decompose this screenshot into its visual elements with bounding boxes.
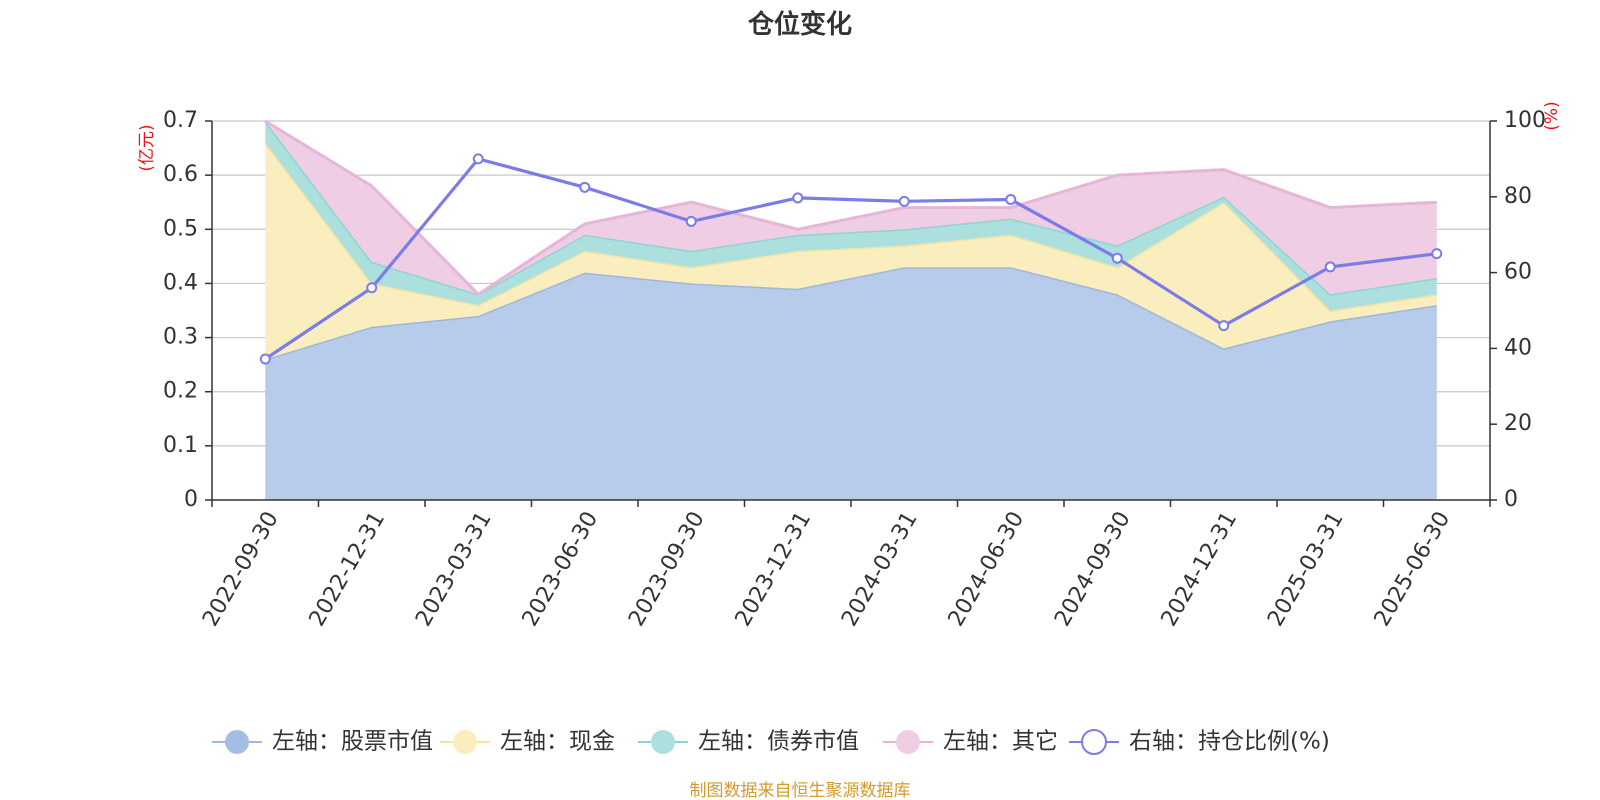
area-series-2 [265,142,1437,360]
legend-swatch-dot [1081,729,1107,755]
legend-swatch-dot [453,730,477,754]
legend-swatch-dot [225,730,249,754]
data-source-note: 制图数据来自恒生聚源数据库 [690,781,911,800]
stacked-areas [264,119,1438,500]
right-tick-label: 0 [1504,487,1518,512]
legend-swatch-dot [896,730,920,754]
left-tick-label: 0 [184,487,198,512]
area-series-3 [265,121,1437,311]
chart-title: 仓位变化 [747,9,852,40]
right-tick-label: 60 [1504,260,1532,285]
left-tick-label: 0.2 [163,379,198,404]
left-tick-label: 0.3 [163,325,198,350]
x-tick-label: 2023-09-30 [624,508,710,631]
right-tick-label: 40 [1504,335,1532,360]
legend-swatch-dot [651,730,675,754]
line-series-path [264,157,1437,361]
legend-item-1[interactable]: 左轴：股票市值 [212,729,433,755]
legend-label: 左轴：债券市值 [698,729,859,755]
line-point[interactable] [1218,320,1230,332]
legend-label: 左轴：其它 [943,729,1058,755]
area-series-4 [265,121,1437,295]
area-series-1 [265,267,1437,500]
left-tick-label: 0.6 [163,162,198,187]
line-point[interactable] [898,195,910,207]
x-tick-label: 2024-03-31 [837,508,923,631]
line-point[interactable] [1111,252,1123,264]
legend-label: 左轴：现金 [500,729,615,755]
right-tick-label: 20 [1504,411,1532,436]
x-axis-ticks: 2022-09-30 2022-12-31 2023-03-31 2023-06-30… [198,500,1491,631]
x-tick-label: 2023-06-30 [518,508,604,631]
right-tick-label: 100 [1504,108,1546,133]
right-axis-unit: (%) [1542,101,1562,130]
line-point[interactable] [259,353,271,365]
holding-ratio-line [259,153,1443,365]
left-tick-label: 0.4 [163,270,198,295]
x-tick-label: 2024-06-30 [944,508,1030,631]
right-tick-label: 80 [1504,184,1532,209]
x-tick-label: 2025-03-31 [1263,508,1349,631]
left-axis-ticks: 0 0.1 0.2 0.3 0.4 0.5 0.6 0.7 [163,108,212,512]
legend-item-2[interactable]: 左轴：现金 [440,729,615,755]
legend[interactable]: 左轴：股票市值 左轴：现金 左轴：债券市值 左轴：其它 右轴：持仓比例(%) [212,729,1330,755]
line-point[interactable] [685,215,697,227]
line-point[interactable] [1431,248,1443,260]
legend-item-3[interactable]: 左轴：债券市值 [638,729,859,755]
legend-label: 右轴：持仓比例(%) [1129,729,1330,755]
line-point[interactable] [579,181,591,193]
legend-item-4[interactable]: 左轴：其它 [883,729,1058,755]
left-axis-unit: (亿元) [137,124,157,171]
x-tick-label: 2024-09-30 [1050,508,1136,631]
left-tick-label: 0.7 [163,108,198,133]
line-point[interactable] [1324,261,1336,273]
x-tick-label: 2023-12-31 [731,508,817,631]
left-tick-label: 0.1 [163,433,198,458]
legend-label: 左轴：股票市值 [272,729,433,755]
area-series-edge-4 [264,119,1437,297]
line-point[interactable] [366,282,378,294]
line-point[interactable] [1005,193,1017,205]
legend-item-5[interactable]: 右轴：持仓比例(%) [1069,729,1330,755]
x-tick-label: 2022-09-30 [198,508,284,631]
x-tick-label: 2025-06-30 [1370,508,1456,631]
x-tick-label: 2024-12-31 [1157,508,1243,631]
right-axis-ticks: 0 20 40 60 80 100 [1490,108,1546,512]
x-tick-label: 2023-03-31 [411,508,497,631]
line-point[interactable] [792,192,804,204]
x-tick-label: 2022-12-31 [305,508,391,631]
left-tick-label: 0.5 [163,216,198,241]
line-point[interactable] [472,153,484,165]
